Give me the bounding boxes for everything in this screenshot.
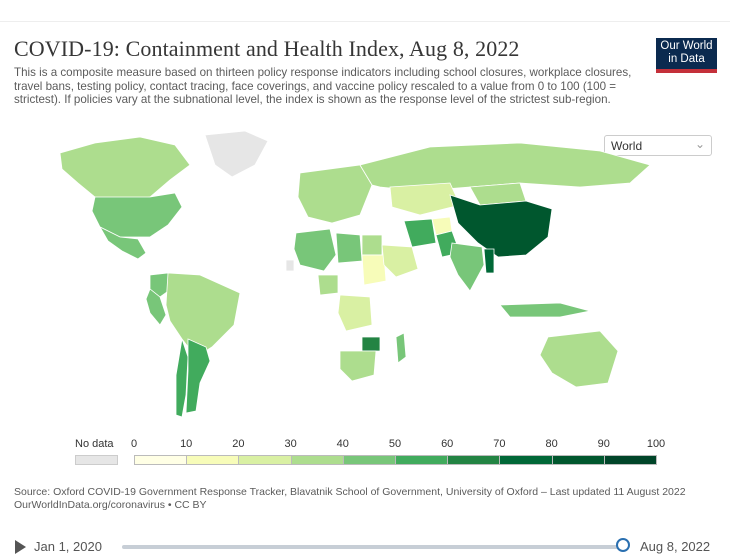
legend-bin[interactable] [395,455,449,465]
logo-line-1: Our World [660,40,713,52]
legend-bin[interactable] [499,455,553,465]
legend-bin[interactable] [134,455,188,465]
country-iran[interactable] [403,218,437,248]
country-europe[interactable] [297,164,373,224]
country-china[interactable] [449,194,553,258]
country-zimbabwe[interactable] [361,336,381,352]
country-algeria[interactable] [293,228,337,272]
country-peru[interactable] [145,288,167,326]
country-sudan[interactable] [361,254,387,286]
country-libya[interactable] [335,232,363,264]
chevron-down-icon: ⌄ [694,137,705,151]
world-map[interactable] [0,125,730,430]
source-line: Source: Oxford COVID-19 Government Respo… [14,486,686,498]
legend-tick-label: 0 [130,438,138,450]
legend-bin[interactable] [238,455,292,465]
country-australia[interactable] [539,330,619,388]
legend-bin[interactable] [342,455,396,465]
color-legend: No data 0 10 20 30 40 50 60 70 80 90 100 [0,436,730,472]
country-western-sahara[interactable] [285,259,295,272]
source-note: Source: Oxford COVID-19 Government Respo… [14,486,714,511]
country-greenland[interactable] [204,130,269,178]
legend-tick-label: 70 [493,438,506,450]
owid-logo[interactable]: Our World in Data [656,38,717,73]
play-icon[interactable] [15,540,26,554]
legend-tick-label: 90 [597,438,610,450]
top-bar [0,0,730,22]
country-canada[interactable] [59,136,191,204]
timeline: Jan 1, 2020 Aug 8, 2022 [0,533,730,555]
legend-tick-label: 10 [180,438,193,450]
country-dr-congo[interactable] [337,294,373,332]
legend-bin[interactable] [603,455,657,465]
country-brazil[interactable] [165,272,241,358]
country-nigeria[interactable] [317,274,339,296]
legend-tick-label: 60 [441,438,454,450]
timeline-end-label[interactable]: Aug 8, 2022 [640,539,711,554]
legend-tick-label: 100 [646,438,666,450]
chart-title: COVID-19: Containment and Health Index, … [14,36,520,61]
country-madagascar[interactable] [395,332,407,364]
country-myanmar[interactable] [483,248,495,274]
timeline-track[interactable] [122,545,624,549]
logo-line-2: in Data [668,53,705,65]
region-select[interactable]: World ⌄ [604,135,712,156]
country-indonesia[interactable] [499,302,591,318]
timeline-start-label[interactable]: Jan 1, 2020 [34,539,102,554]
legend-tick-label: 50 [388,438,402,450]
region-select-value: World [611,139,643,153]
country-argentina[interactable] [185,338,211,414]
legend-bin[interactable] [290,455,344,465]
chart-subtitle: This is a composite measure based on thi… [14,66,632,106]
country-russia[interactable] [359,142,651,192]
country-egypt[interactable] [361,234,383,256]
country-mexico[interactable] [98,226,147,260]
country-india[interactable] [449,242,485,292]
timeline-handle[interactable] [616,538,630,552]
no-data-swatch [75,455,118,465]
legend-tick-label: 40 [336,438,349,450]
legend-bin[interactable] [186,455,240,465]
map-land [59,130,651,418]
source-url[interactable]: OurWorldInData.org/coronavirus • CC BY [14,498,207,511]
country-south-africa[interactable] [339,350,377,382]
country-kazakhstan[interactable] [389,182,461,216]
legend-tick-label: 20 [232,438,245,450]
legend-bin[interactable] [551,455,605,465]
country-saudi-arabia[interactable] [381,244,419,278]
country-united-states[interactable] [91,192,183,238]
legend-bin[interactable] [447,455,501,465]
no-data-label: No data [75,438,114,450]
legend-tick-label: 30 [284,438,297,450]
legend-tick-label: 80 [545,438,558,450]
